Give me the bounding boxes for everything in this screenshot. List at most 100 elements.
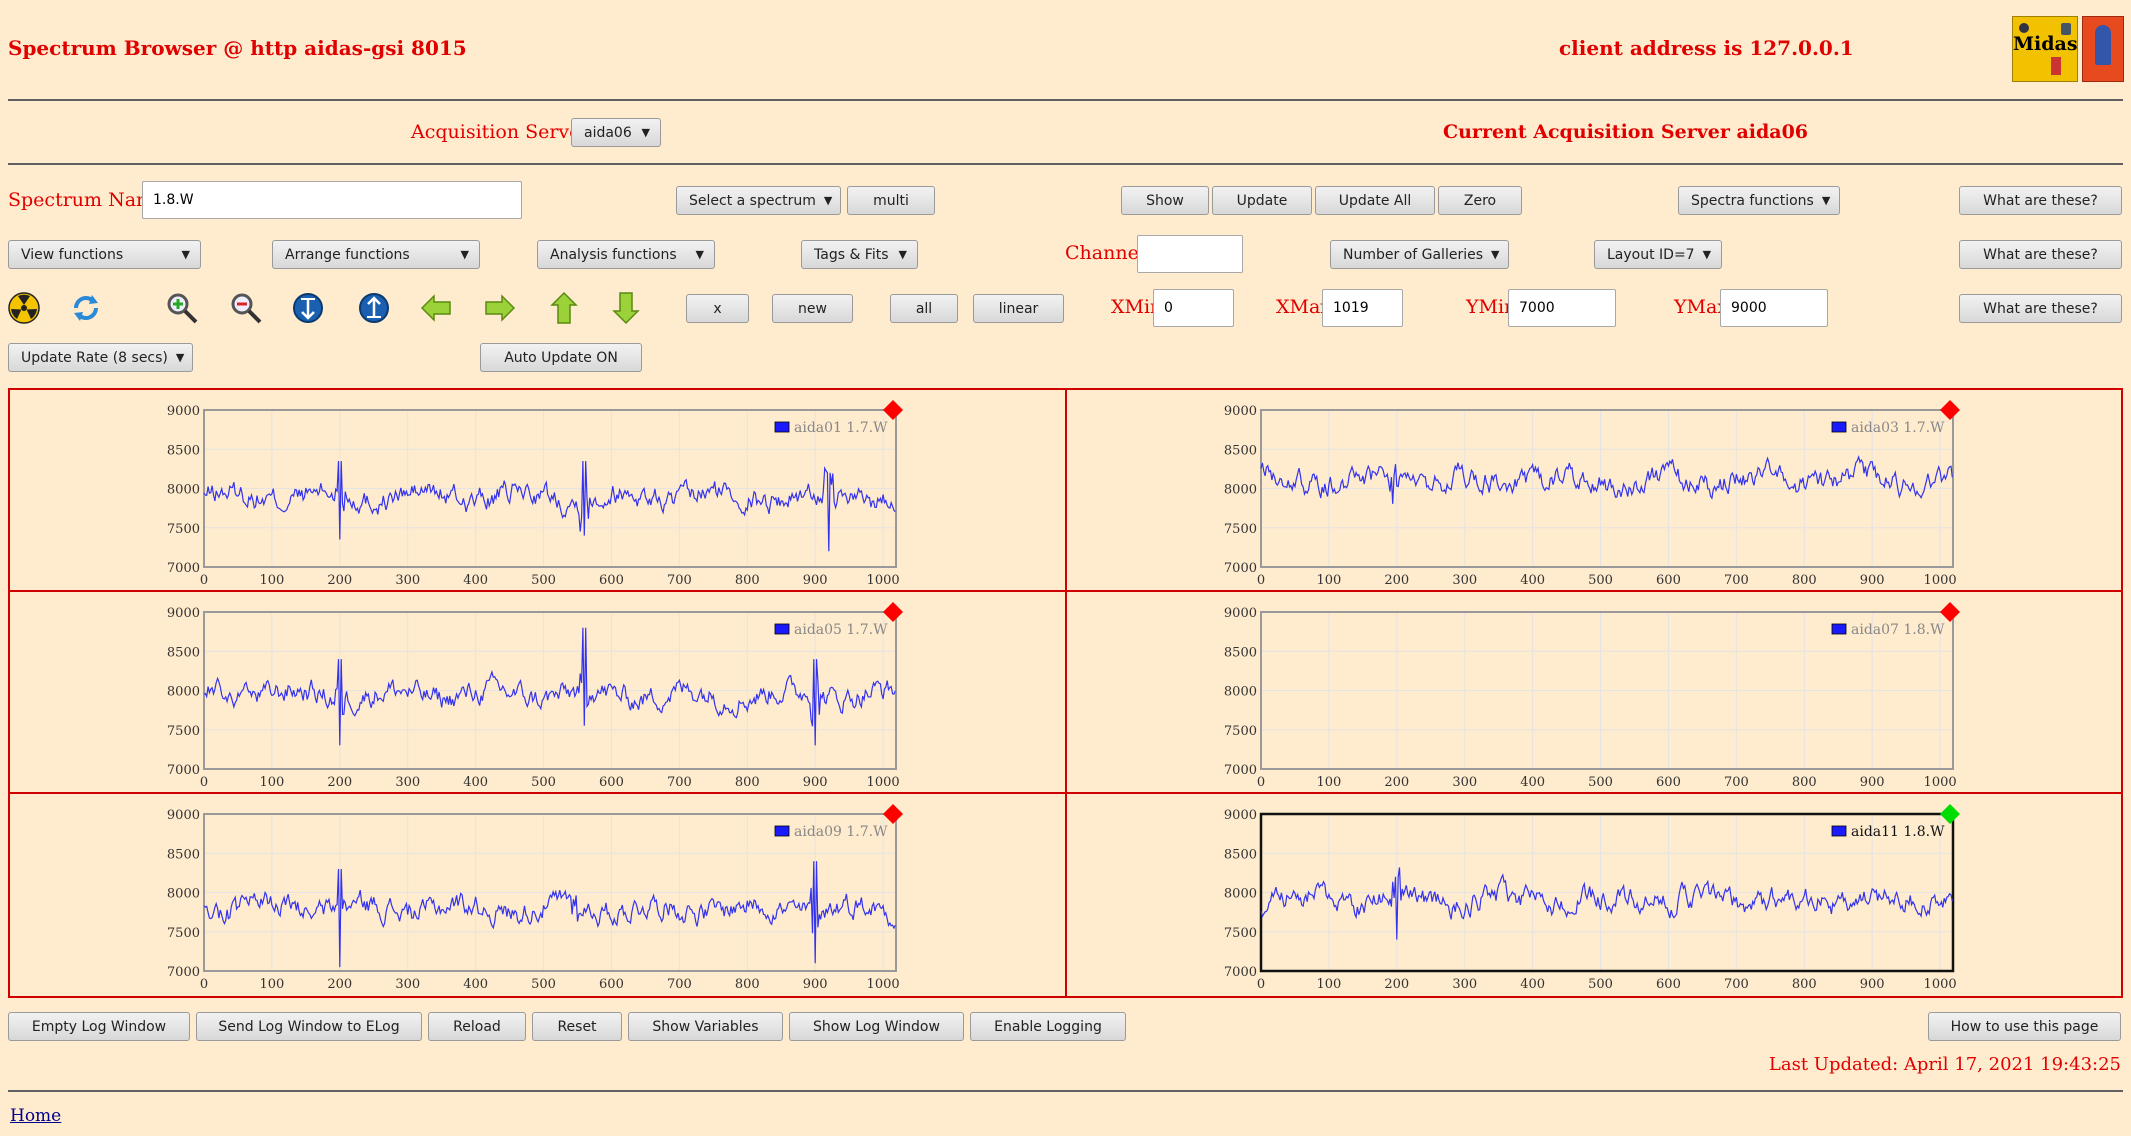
y-tick-label: 7500 xyxy=(167,926,200,941)
client-address: client address is 127.0.0.1 xyxy=(1559,36,1854,60)
y-tick-label: 7000 xyxy=(1224,965,1257,980)
view-functions-label: View functions xyxy=(21,246,124,263)
layout-id-dropdown[interactable]: Layout ID=7 ▼ xyxy=(1594,240,1722,269)
status-marker[interactable] xyxy=(883,400,903,420)
all-button[interactable]: all xyxy=(890,294,958,323)
reset-button[interactable]: Reset xyxy=(532,1012,622,1041)
status-marker[interactable] xyxy=(883,804,903,824)
y-tick-label: 7500 xyxy=(1224,522,1257,537)
number-of-galleries-dropdown[interactable]: Number of Galleries ▼ xyxy=(1330,240,1509,269)
spectrum-name-input[interactable]: 1.8.W xyxy=(142,181,522,219)
what-are-these-button[interactable]: What are these? xyxy=(1959,240,2122,269)
chevron-down-icon: ▼ xyxy=(1491,248,1500,261)
acq-server-select[interactable]: aida06 ▼ xyxy=(571,118,661,147)
arrow-down-icon[interactable] xyxy=(608,290,644,326)
y-tick-label: 8500 xyxy=(167,443,200,458)
ymin-input[interactable]: 7000 xyxy=(1508,289,1616,327)
spectrum-cell[interactable]: 0 100 200 300 400 500 600 700 800 900 1000 7000 7500… xyxy=(1067,390,2122,592)
x-tick-label: 600 xyxy=(1656,977,1681,992)
refresh-icon[interactable] xyxy=(68,290,104,326)
expand-y-icon[interactable] xyxy=(290,290,326,326)
chevron-down-icon: ▼ xyxy=(823,194,833,207)
x-tick-label: 800 xyxy=(1792,573,1817,588)
xmax-input[interactable]: 1019 xyxy=(1322,289,1403,327)
status-marker[interactable] xyxy=(1940,804,1960,824)
arrange-functions-dropdown[interactable]: Arrange functions ▼ xyxy=(272,240,480,269)
x-tick-label: 400 xyxy=(1520,573,1545,588)
enable-logging-button[interactable]: Enable Logging xyxy=(970,1012,1126,1041)
x-button[interactable]: x xyxy=(686,294,749,323)
x-tick-label: 100 xyxy=(259,977,284,992)
y-tick-label: 8000 xyxy=(167,483,200,498)
arrow-right-icon[interactable] xyxy=(482,290,518,326)
x-tick-label: 100 xyxy=(259,573,284,588)
select-spectrum-dropdown[interactable]: Select a spectrum ▼ xyxy=(676,186,841,215)
x-tick-label: 500 xyxy=(1588,775,1613,790)
zoom-out-icon[interactable] xyxy=(228,290,264,326)
y-tick-label: 8000 xyxy=(1224,483,1257,498)
multi-button[interactable]: multi xyxy=(847,186,935,215)
x-tick-label: 100 xyxy=(1316,573,1341,588)
what-are-these-button[interactable]: What are these? xyxy=(1959,294,2122,323)
arrow-left-icon[interactable] xyxy=(418,290,454,326)
spectra-functions-dropdown[interactable]: Spectra functions ▼ xyxy=(1678,186,1840,215)
status-marker[interactable] xyxy=(1940,602,1960,622)
status-marker[interactable] xyxy=(1940,400,1960,420)
compress-y-icon[interactable] xyxy=(356,290,392,326)
legend-label: aida07 1.8.W xyxy=(1851,622,1945,638)
show-log-window-button[interactable]: Show Log Window xyxy=(789,1012,964,1041)
y-tick-label: 7000 xyxy=(167,763,200,778)
update-rate-label: Update Rate (8 secs) xyxy=(21,349,168,366)
series-line xyxy=(203,861,896,968)
spectrum-cell[interactable]: 0 100 200 300 400 500 600 700 800 900 1000 7000 7500… xyxy=(1067,592,2122,794)
show-button[interactable]: Show xyxy=(1121,186,1209,215)
channel-input[interactable] xyxy=(1137,235,1243,273)
legend-swatch xyxy=(1831,825,1847,837)
radiation-icon[interactable] xyxy=(6,290,42,326)
tags-fits-dropdown[interactable]: Tags & Fits ▼ xyxy=(801,240,918,269)
view-functions-dropdown[interactable]: View functions ▼ xyxy=(8,240,201,269)
x-tick-label: 300 xyxy=(1452,573,1477,588)
analysis-functions-dropdown[interactable]: Analysis functions ▼ xyxy=(537,240,715,269)
y-tick-label: 8500 xyxy=(1224,645,1257,660)
status-marker[interactable] xyxy=(883,602,903,622)
spectra-functions-label: Spectra functions xyxy=(1691,192,1814,209)
tags-fits-label: Tags & Fits xyxy=(814,246,889,263)
chevron-down-icon: ▼ xyxy=(181,248,190,261)
x-tick-label: 500 xyxy=(531,573,556,588)
send-log-elog-button[interactable]: Send Log Window to ELog xyxy=(196,1012,422,1041)
spectrum-cell[interactable]: 0 100 200 300 400 500 600 700 800 900 1000 7000 7500… xyxy=(10,794,1065,996)
spectrum-cell[interactable]: 0 100 200 300 400 500 600 700 800 900 1000 7000 7500… xyxy=(1067,794,2122,996)
x-tick-label: 0 xyxy=(1257,775,1265,790)
x-tick-label: 1000 xyxy=(867,775,900,790)
xmin-input[interactable]: 0 xyxy=(1153,289,1234,327)
how-to-use-button[interactable]: How to use this page xyxy=(1928,1012,2121,1041)
linear-button[interactable]: linear xyxy=(973,294,1064,323)
new-button[interactable]: new xyxy=(772,294,853,323)
x-tick-label: 1000 xyxy=(1924,775,1957,790)
y-tick-label: 7500 xyxy=(1224,724,1257,739)
chevron-down-icon: ▼ xyxy=(695,248,704,261)
ymax-input[interactable]: 9000 xyxy=(1720,289,1828,327)
update-rate-dropdown[interactable]: Update Rate (8 secs) ▼ xyxy=(8,343,193,372)
arrow-up-icon[interactable] xyxy=(546,290,582,326)
update-all-button[interactable]: Update All xyxy=(1315,186,1435,215)
x-tick-label: 500 xyxy=(531,775,556,790)
plot-frame xyxy=(203,409,897,568)
x-tick-label: 100 xyxy=(259,775,284,790)
reload-button[interactable]: Reload xyxy=(428,1012,526,1041)
empty-log-button[interactable]: Empty Log Window xyxy=(8,1012,190,1041)
zero-button[interactable]: Zero xyxy=(1438,186,1522,215)
what-are-these-button[interactable]: What are these? xyxy=(1959,186,2122,215)
auto-update-button[interactable]: Auto Update ON xyxy=(480,343,642,372)
y-tick-label: 8000 xyxy=(1224,685,1257,700)
home-link[interactable]: Home xyxy=(10,1106,62,1126)
y-tick-label: 9000 xyxy=(1224,404,1257,419)
update-button[interactable]: Update xyxy=(1212,186,1312,215)
zoom-in-icon[interactable] xyxy=(164,290,200,326)
spectrum-cell[interactable]: 0 100 200 300 400 500 600 700 800 900 1000 7000 7500… xyxy=(10,390,1065,592)
spectrum-cell[interactable]: 0 100 200 300 400 500 600 700 800 900 1000 7000 7500… xyxy=(10,592,1065,794)
show-variables-button[interactable]: Show Variables xyxy=(628,1012,783,1041)
x-tick-label: 100 xyxy=(1316,977,1341,992)
legend: aida05 1.7.W xyxy=(774,622,888,638)
